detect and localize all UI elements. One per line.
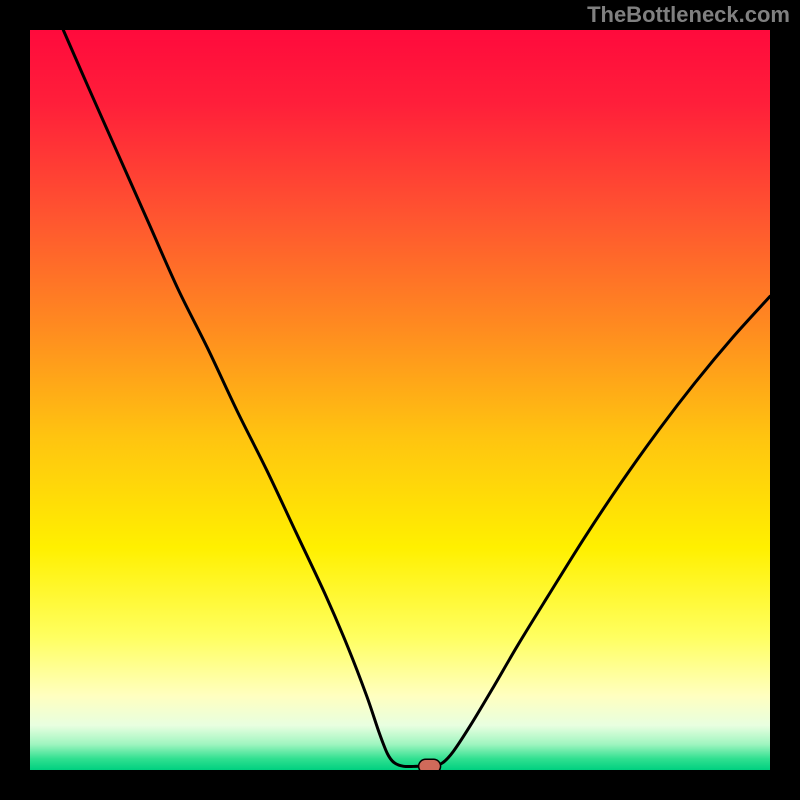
watermark-text: TheBottleneck.com [587, 2, 790, 28]
chart-frame [0, 0, 800, 800]
